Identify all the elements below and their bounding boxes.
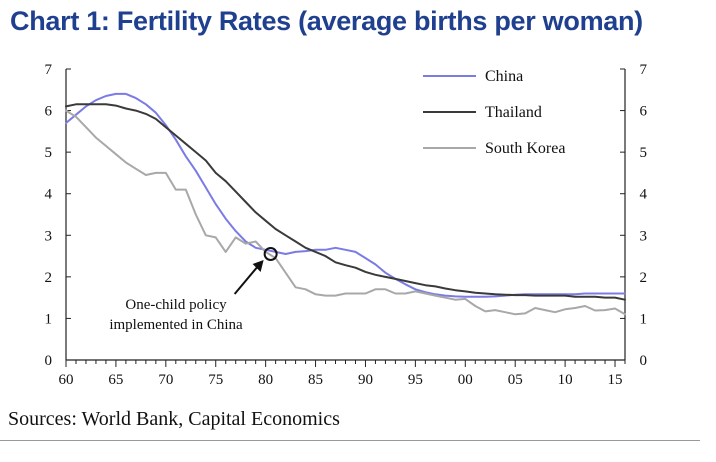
annotation-marker [263,246,278,261]
x-tick-label: 70 [158,372,173,388]
legend-label-china: China [485,68,523,85]
annotation-arrowhead [252,259,264,272]
x-tick-label: 60 [59,372,74,388]
fertility-chart: 0 01 12 23 34 45 56 67 760 65 70 75 80 85 90 95 00 05 10 15… [45,62,648,388]
x-tick-label: 90 [358,372,373,388]
x-tick-label: 80 [258,372,273,388]
y-tick-label-left: 5 [45,145,53,161]
source-note: Sources: World Bank, Capital Economics [8,408,340,430]
y-tick-label-left: 0 [45,353,53,369]
y-tick-label-left: 2 [45,270,53,286]
x-tick-label: 75 [208,372,223,388]
annotation-text-line: One-child policy [125,297,227,313]
y-tick-label-left: 7 [45,62,53,78]
y-tick-label-right: 7 [640,62,648,78]
bottom-divider [0,440,700,441]
x-tick-label: 00 [458,372,473,388]
series-line-south-korea [65,109,626,316]
legend-label-thailand: Thailand [485,104,542,121]
chart-title: Chart 1: Fertility Rates (average births… [10,6,643,36]
legend-label-south-korea: South Korea [485,140,565,157]
x-tick-label: 15 [608,372,623,388]
annotation-arrow [233,262,262,295]
axes: 0 01 12 23 34 45 56 67 760 65 70 75 80 85 90 95 00 05 10 15 [45,62,648,388]
y-tick-label-right: 1 [640,311,648,327]
x-tick-label: 95 [408,372,423,388]
y-tick-label-left: 4 [45,187,53,203]
annotation-text-line: implemented in China [109,317,243,333]
x-tick-label: 85 [308,372,323,388]
legend: China Thailand South Korea [423,68,565,157]
y-tick-label-right: 5 [640,145,648,161]
series-line-thailand [65,103,626,301]
y-tick-label-right: 4 [640,187,648,203]
series-layer [65,92,626,316]
y-tick-label-right: 2 [640,270,648,286]
x-tick-label: 10 [558,372,573,388]
y-tick-label-left: 6 [45,104,53,120]
series-line-china [65,92,626,298]
x-tick-label: 05 [508,372,523,388]
y-tick-label-left: 3 [45,228,53,244]
y-tick-label-right: 6 [640,104,648,120]
y-tick-label-right: 3 [640,228,648,244]
x-tick-label: 65 [108,372,123,388]
y-tick-label-left: 1 [45,311,53,327]
y-tick-label-right: 0 [640,353,648,369]
annotation: One-child policy implemented in China [109,246,278,333]
